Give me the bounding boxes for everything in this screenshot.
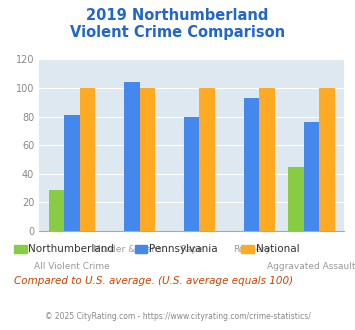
Text: Compared to U.S. average. (U.S. average equals 100): Compared to U.S. average. (U.S. average … bbox=[14, 276, 293, 285]
Bar bbox=[124, 82, 140, 231]
Bar bbox=[304, 122, 319, 231]
Bar bbox=[80, 88, 95, 231]
Text: All Violent Crime: All Violent Crime bbox=[34, 262, 110, 271]
Text: Murder & Mans...: Murder & Mans... bbox=[93, 245, 170, 254]
Text: © 2025 CityRating.com - https://www.cityrating.com/crime-statistics/: © 2025 CityRating.com - https://www.city… bbox=[45, 312, 310, 321]
Bar bbox=[319, 88, 335, 231]
Text: Rape: Rape bbox=[180, 245, 203, 254]
Text: National: National bbox=[256, 244, 299, 254]
Bar bbox=[64, 115, 80, 231]
Bar bbox=[260, 88, 275, 231]
Text: Violent Crime Comparison: Violent Crime Comparison bbox=[70, 25, 285, 40]
Bar bbox=[184, 116, 200, 231]
Bar bbox=[49, 189, 64, 231]
Text: Aggravated Assault: Aggravated Assault bbox=[267, 262, 355, 271]
Bar bbox=[200, 88, 215, 231]
Text: Northumberland: Northumberland bbox=[28, 244, 114, 254]
Bar bbox=[288, 167, 304, 231]
Text: 2019 Northumberland: 2019 Northumberland bbox=[86, 8, 269, 23]
Text: Robbery: Robbery bbox=[233, 245, 271, 254]
Bar bbox=[140, 88, 155, 231]
Bar bbox=[244, 98, 260, 231]
Text: Pennsylvania: Pennsylvania bbox=[149, 244, 218, 254]
